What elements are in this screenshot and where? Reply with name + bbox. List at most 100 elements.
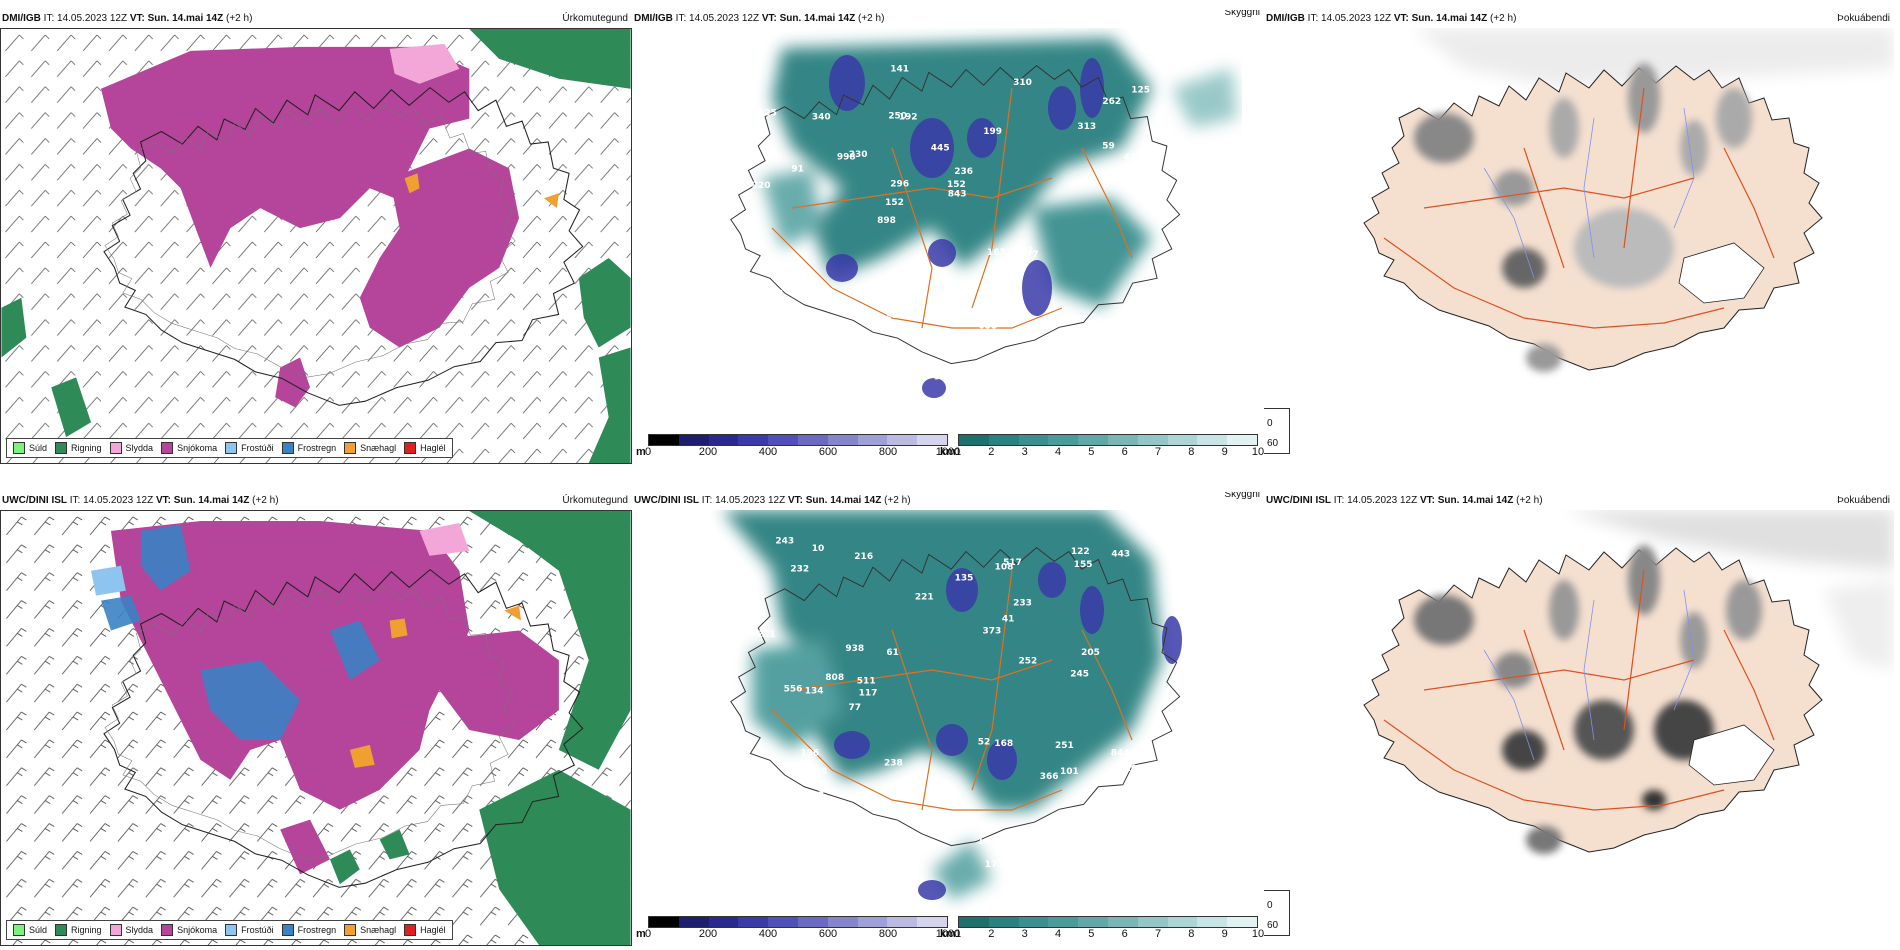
vt-label: VT: xyxy=(761,13,777,24)
station-value-label: 177 xyxy=(985,860,1004,870)
station-value-label: 155 xyxy=(1074,560,1093,570)
legend-label: Frostregn xyxy=(297,443,337,453)
colorbar-tick-label: 4 xyxy=(1054,928,1062,940)
it-value: 14.05.2023 12Z xyxy=(57,13,128,24)
vt-label: VT: xyxy=(1393,13,1409,24)
station-value-label: 216 xyxy=(854,552,873,562)
colorbar-strip xyxy=(958,916,1258,928)
legend-swatch xyxy=(225,442,238,454)
station-value-label: 224 xyxy=(935,792,954,802)
station-value-label: 437 xyxy=(1124,153,1143,163)
colorbar-cell xyxy=(1018,435,1049,445)
colorbar-ticks: 0 200 400 600 800 1000 xyxy=(644,928,960,942)
legend-swatch xyxy=(225,924,238,936)
precip-map xyxy=(0,510,632,946)
precip-map xyxy=(0,28,632,464)
height-colorbar: m 0 200 400 600 800 1000 xyxy=(636,434,960,462)
it-label: IT: xyxy=(675,13,687,24)
colorbar-cell xyxy=(1078,917,1108,927)
colorbar-unit: km xyxy=(940,446,956,458)
station-value-label: 90 xyxy=(738,597,751,607)
colorbar-cell xyxy=(768,435,798,445)
fog-legend-row: 0 xyxy=(1264,897,1273,913)
colorbar-cell xyxy=(1227,917,1257,927)
station-value-label: 957 xyxy=(934,373,953,383)
colorbar-cell xyxy=(887,435,918,445)
colorbar-cell xyxy=(959,917,989,927)
station-value-label: 617 xyxy=(820,830,839,840)
station-value-label: 938 xyxy=(845,644,864,654)
station-value-label: 125 xyxy=(832,843,851,853)
legend-item: Rigning xyxy=(55,442,102,454)
station-value-label: 122 xyxy=(1071,547,1090,557)
station-value-label: 67 xyxy=(735,371,748,381)
legend-item: Rigning xyxy=(55,924,102,936)
station-value-label: 125 xyxy=(758,108,777,118)
visibility-map: 139 220 262 898 199 177 250 445 301 230 234 162 192 2… xyxy=(632,28,1242,428)
panel-title: Þokuábendi xyxy=(1837,13,1890,24)
colorbar-cell xyxy=(1227,435,1257,445)
colorbar-tick-label: 800 xyxy=(878,928,898,940)
station-value-label: 334 xyxy=(1062,354,1081,364)
station-value-label: 196 xyxy=(800,749,819,759)
station-value-label: 252 xyxy=(1019,657,1038,667)
visibility-colorbar: km 1 2 3 4 5 6 7 8 9 10 xyxy=(940,916,1264,944)
vt-label: VT: xyxy=(129,13,145,24)
legend-swatch xyxy=(281,924,294,936)
vt-value: Sun. 14.mai 14Z xyxy=(779,13,856,24)
station-value-label: 373 xyxy=(983,626,1002,636)
station-value-label: 517 xyxy=(1003,558,1022,568)
legend-swatch xyxy=(13,924,25,936)
colorbar-tick-label: 8 xyxy=(1188,446,1195,458)
colorbar-tick-label: 7 xyxy=(1154,928,1162,940)
station-value-label: 445 xyxy=(931,144,950,154)
station-value-label: 91 xyxy=(791,164,804,174)
vt-label: VT: xyxy=(1419,495,1435,506)
station-value-label: 968 xyxy=(809,767,828,777)
colorbar-cell xyxy=(649,917,679,927)
station-value-label: 177 xyxy=(773,360,792,370)
colorbar-unit: km xyxy=(940,928,956,940)
station-value-label: 230 xyxy=(849,150,868,160)
station-value-label: 808 xyxy=(825,673,844,683)
station-value-label: 69 xyxy=(772,377,785,387)
colorbar-cell xyxy=(738,917,769,927)
panel-header: UWC/DINI ISL IT: 14.05.2023 12Z VT: Sun.… xyxy=(632,492,1264,510)
station-value-label: 340 xyxy=(812,113,831,123)
vt-value: Sun. 14.mai 14Z xyxy=(147,13,224,24)
it-value: 14.05.2023 12Z xyxy=(1321,13,1392,24)
station-value-label: 243 xyxy=(775,537,794,547)
colorbar-cell xyxy=(768,917,798,927)
colorbar-tick-label: 0 xyxy=(644,928,652,940)
legend-item: Snæhagl xyxy=(344,924,396,936)
colorbar-cell xyxy=(1197,435,1228,445)
station-value-label: 388 xyxy=(722,637,741,647)
station-value-label: 123 xyxy=(998,265,1017,275)
colorbar-ticks: 1 2 3 4 5 6 7 8 9 10 xyxy=(954,928,1264,942)
station-value-label: 231 xyxy=(757,630,776,640)
legend-item: Frostúði xyxy=(225,924,274,936)
station-labels: 844 505 224 207 287 938 216 233 177 245 168 155 388 2… xyxy=(722,537,1143,871)
station-value-label: 998 xyxy=(837,153,856,163)
vt-label: VT: xyxy=(787,495,803,506)
station-value-label: 688 xyxy=(978,322,997,332)
colorbar-tick-label: 1000 xyxy=(935,928,961,940)
station-value-label: 505 xyxy=(1039,858,1058,868)
colorbar-tick-label: 10 xyxy=(1251,928,1264,940)
fog-legend-row: 60 xyxy=(1264,435,1278,451)
colorbar-tick-label: 2 xyxy=(988,928,995,940)
colorbar-tick-label: 1 xyxy=(954,446,962,458)
panel-header: UWC/DINI ISL IT: 14.05.2023 12Z VT: Sun.… xyxy=(1264,492,1900,510)
colorbar-tick-label: 400 xyxy=(758,446,778,458)
station-value-label: 115 xyxy=(813,350,832,360)
lead-time: (+2 h) xyxy=(226,13,253,24)
station-value-label: 139 xyxy=(1095,355,1114,365)
colorbar-cell xyxy=(1048,435,1079,445)
legend-label: Haglél xyxy=(420,925,446,935)
colorbar-cell xyxy=(988,917,1019,927)
colorbar-tick-label: 1 xyxy=(954,928,962,940)
station-value-label: 134 xyxy=(805,687,824,697)
colorbar-tick-label: 6 xyxy=(1121,446,1128,458)
station-value-label: 141 xyxy=(890,64,909,74)
colorbar-tick-label: 5 xyxy=(1088,928,1095,940)
